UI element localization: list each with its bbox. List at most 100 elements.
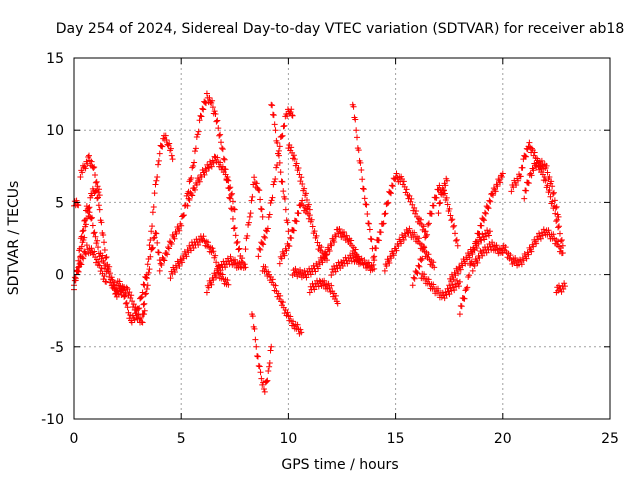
data-point — [393, 247, 400, 254]
data-point — [489, 192, 496, 199]
data-point — [436, 182, 443, 189]
data-point — [287, 313, 294, 320]
data-point — [208, 281, 215, 288]
data-point — [278, 133, 285, 140]
data-point — [128, 319, 135, 326]
data-point — [96, 192, 103, 199]
data-point — [203, 100, 210, 107]
data-point — [142, 291, 149, 298]
data-point — [462, 260, 469, 267]
data-point — [476, 230, 483, 237]
data-point — [448, 287, 455, 294]
data-point — [147, 236, 154, 243]
data-point — [81, 217, 88, 224]
data-point — [558, 236, 565, 243]
data-point — [185, 195, 192, 202]
data-point — [450, 284, 457, 291]
data-point — [262, 264, 269, 271]
data-point — [415, 235, 422, 242]
x-axis-label: GPS time / hours — [281, 457, 398, 473]
data-point — [209, 97, 216, 104]
data-point — [228, 205, 235, 212]
data-point — [398, 240, 405, 247]
data-point — [89, 192, 96, 199]
y-tick-label: -10 — [41, 412, 64, 428]
data-point — [403, 186, 410, 193]
x-tick-label: 0 — [70, 431, 79, 447]
data-point — [536, 230, 543, 237]
data-point — [225, 258, 232, 265]
x-tick-label: 10 — [279, 431, 297, 447]
data-point — [95, 258, 102, 265]
data-point — [362, 201, 369, 208]
data-point — [165, 245, 172, 252]
data-point — [251, 325, 258, 332]
data-point — [209, 104, 216, 111]
data-point — [551, 197, 558, 204]
data-point — [225, 177, 232, 184]
data-point — [418, 257, 425, 264]
data-point — [442, 182, 449, 189]
data-point — [116, 278, 123, 285]
data-point — [206, 165, 213, 172]
data-point — [451, 287, 458, 294]
data-point — [255, 253, 262, 260]
data-point — [425, 276, 432, 283]
data-point — [364, 210, 371, 217]
data-point — [431, 264, 438, 271]
data-point — [196, 178, 203, 185]
data-point — [93, 178, 100, 185]
data-point — [75, 202, 82, 209]
data-point — [264, 377, 271, 384]
data-point — [406, 225, 413, 232]
data-point — [458, 303, 465, 310]
data-point — [525, 180, 532, 187]
data-point — [484, 204, 491, 211]
data-point — [326, 247, 333, 254]
data-point — [478, 237, 485, 244]
data-point — [156, 267, 163, 274]
data-point — [271, 178, 278, 185]
data-point — [256, 363, 263, 370]
data-point — [441, 295, 448, 302]
data-point — [437, 199, 444, 206]
data-point — [428, 210, 435, 217]
data-point — [155, 157, 162, 164]
data-point — [295, 210, 302, 217]
data-point — [466, 272, 473, 279]
data-point — [167, 145, 174, 152]
data-point — [487, 198, 494, 205]
data-point — [124, 304, 131, 311]
data-point — [561, 280, 568, 287]
data-point — [413, 269, 420, 276]
data-point — [269, 276, 276, 283]
data-point — [190, 162, 197, 169]
data-point — [361, 257, 368, 264]
data-point — [531, 149, 538, 156]
data-point — [508, 188, 515, 195]
data-point — [151, 234, 158, 241]
data-point — [98, 219, 105, 226]
data-point — [484, 227, 491, 234]
data-point — [213, 274, 220, 281]
data-point — [295, 164, 302, 171]
data-point — [101, 239, 108, 246]
data-point — [253, 180, 260, 187]
data-point — [268, 197, 275, 204]
data-point — [179, 259, 186, 266]
data-point — [214, 154, 221, 161]
data-point — [201, 171, 208, 178]
data-point — [547, 193, 554, 200]
data-point — [89, 222, 96, 229]
data-point — [203, 289, 210, 296]
data-point — [149, 245, 156, 252]
data-point — [96, 186, 103, 193]
data-point — [280, 123, 287, 130]
data-point — [263, 378, 270, 385]
data-point — [193, 134, 200, 141]
data-point — [486, 228, 493, 235]
data-point — [507, 252, 514, 259]
data-point — [210, 159, 217, 166]
data-point — [533, 164, 540, 171]
data-point — [231, 206, 238, 213]
